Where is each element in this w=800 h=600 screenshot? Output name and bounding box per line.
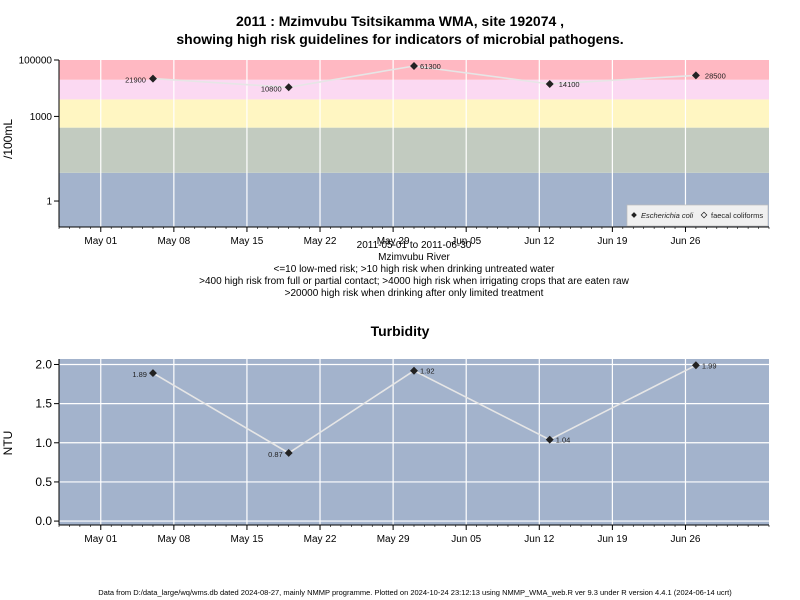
risk-band <box>59 79 769 100</box>
x-tick-label: Jun 05 <box>451 534 481 545</box>
x-tick-label: Jun 19 <box>597 534 627 545</box>
x-tick-label: Jun 12 <box>524 534 554 545</box>
data-point <box>284 449 293 457</box>
risk-note-contact: >400 high risk from full or partial cont… <box>199 276 629 287</box>
x-tick-label: May 15 <box>231 236 264 247</box>
data-label: 1.04 <box>556 436 571 445</box>
x-tick-label: Jun 26 <box>670 534 700 545</box>
turbidity-title: Turbidity <box>370 323 430 339</box>
risk-note-drinking: <=10 low-med risk; >10 high risk when dr… <box>273 264 555 275</box>
data-point <box>410 366 418 375</box>
data-label: 0.87 <box>268 450 283 459</box>
y-tick-label: 1000 <box>30 112 53 123</box>
data-label: 28500 <box>705 71 726 80</box>
data-label: 14100 <box>559 80 580 89</box>
data-label: 21900 <box>125 76 146 85</box>
x-tick-label: May 22 <box>304 534 337 545</box>
risk-band <box>59 127 769 173</box>
y-tick-label: 2.0 <box>35 357 52 371</box>
legend: Escherichia coli faecal coliforms <box>626 204 769 227</box>
y-tick-label: 1.0 <box>35 436 52 450</box>
y-tick-label: 0.0 <box>35 514 52 528</box>
plot-background <box>59 359 769 525</box>
x-tick-label: Jun 26 <box>670 236 700 247</box>
y-tick-label: 1 <box>46 197 52 208</box>
x-tick-label: May 08 <box>157 236 190 247</box>
risk-band <box>59 99 769 128</box>
chart-title-line1: 2011 : Mzimvubu Tsitsikamma WMA, site 19… <box>235 13 565 29</box>
x-tick-label: May 15 <box>231 534 264 545</box>
x-tick-label: Jun 19 <box>597 236 627 247</box>
legend-label-faecal: faecal coliforms <box>711 211 763 220</box>
y-tick-label: 100000 <box>19 56 53 67</box>
legend-marker-filled <box>631 212 637 218</box>
data-label: 1.89 <box>132 370 147 379</box>
x-tick-label: May 29 <box>377 236 410 247</box>
legend-marker-open <box>700 211 708 219</box>
data-label: 1.99 <box>702 361 717 370</box>
turbidity-chart: 0.0 0.5 1.0 1.5 2.0 May 01 May 08 May 15 May 22 M… <box>35 357 770 545</box>
legend-label-ecoli: Escherichia coli <box>641 211 693 220</box>
river-name-note: Mzimvubu River <box>378 252 450 263</box>
x-tick-label: Jun 05 <box>451 236 481 247</box>
data-label: 61300 <box>420 62 441 71</box>
data-label: 1.92 <box>420 367 435 376</box>
date-range-note: 2011-05-01 to 2011-06-30 <box>356 240 472 251</box>
x-tick-label: May 08 <box>157 534 190 545</box>
x-tick-label: May 01 <box>84 236 117 247</box>
data-label: 10800 <box>261 84 282 93</box>
risk-note-treatment: >20000 high risk when drinking after onl… <box>284 288 544 299</box>
y-tick-label: 1.5 <box>35 397 52 411</box>
x-tick-label: Jun 12 <box>524 236 554 247</box>
data-point <box>691 361 700 370</box>
legend-box <box>626 204 769 227</box>
y-tick-label: 0.5 <box>35 475 52 489</box>
microbial-chart: 1 1000 100000 May 01 May 08 May 15 May 22 May 2… <box>19 56 770 247</box>
chart-title-line2: showing high risk guidelines for indicat… <box>176 31 624 47</box>
x-tick-label: May 29 <box>377 534 410 545</box>
footer-note: Data from D:/data_large/wq/wms.db dated … <box>98 588 732 597</box>
data-point <box>149 74 157 83</box>
x-tick-label: May 22 <box>304 236 337 247</box>
x-tick-label: May 01 <box>84 534 117 545</box>
